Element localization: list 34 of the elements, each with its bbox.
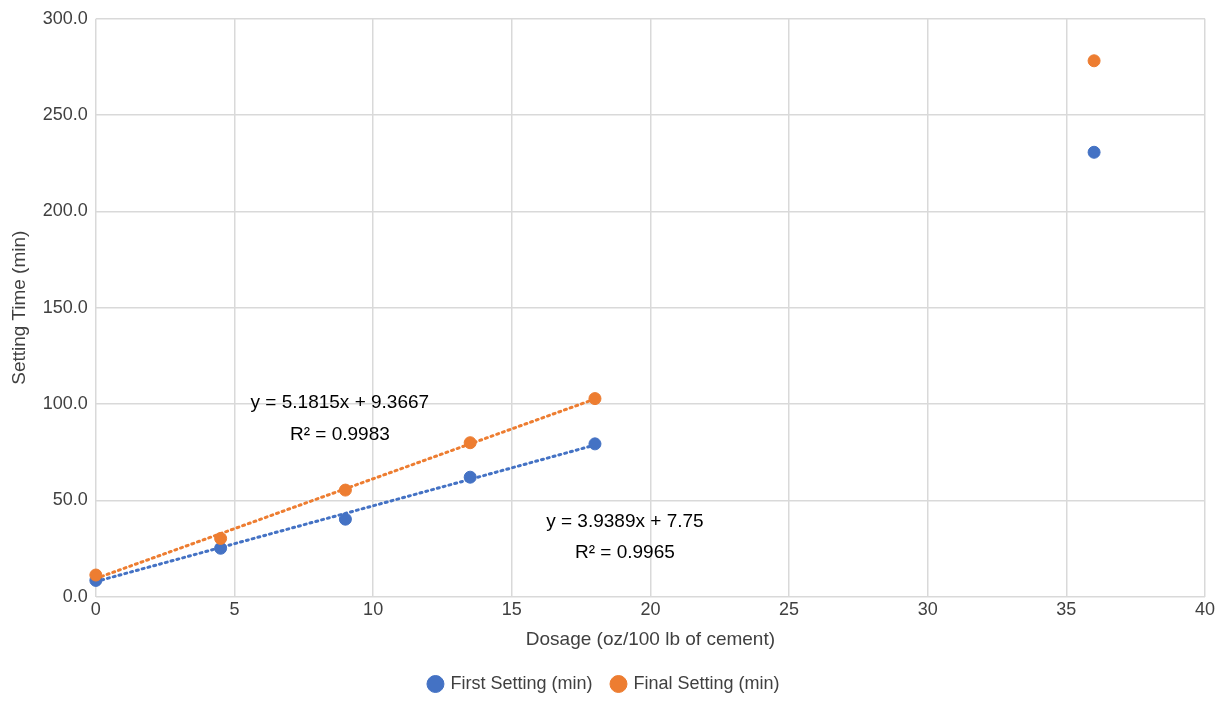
x-axis-title: Dosage (oz/100 lb of cement) [525, 627, 776, 649]
y-tick-label: 150.0 [42, 296, 88, 317]
x-tick-label: 20 [640, 599, 661, 620]
point [214, 531, 228, 545]
x-tick-label: 15 [501, 599, 522, 620]
y-tick-label: 200.0 [42, 200, 88, 221]
point [1087, 145, 1101, 159]
point [338, 512, 352, 526]
point [588, 437, 602, 451]
point [588, 392, 602, 406]
y-axis-title: Setting Time (min) [7, 230, 29, 385]
annotation: R² = 0.9983 [289, 423, 390, 445]
x-tick-label: 30 [917, 599, 938, 620]
annotation: R² = 0.9965 [575, 541, 675, 563]
point [1087, 54, 1101, 68]
point [89, 568, 103, 582]
x-tick-label: 5 [229, 599, 240, 620]
annotation: y = 5.1815x + 9.3667 [250, 391, 430, 413]
x-tick-label: 40 [1194, 599, 1216, 620]
y-tick-label: 0.0 [62, 585, 88, 606]
legend-label: Final Setting (min) [633, 672, 780, 693]
y-tick-label: 300.0 [42, 7, 88, 28]
x-tick-label: 0 [90, 599, 101, 620]
legend-label: First Setting (min) [450, 672, 593, 693]
x-tick-label: 35 [1056, 599, 1077, 620]
x-tick-label: 10 [363, 599, 384, 620]
point [463, 436, 477, 450]
annotation: y = 3.9389x + 7.75 [546, 509, 704, 531]
point [338, 483, 352, 497]
x-tick-label: 25 [779, 599, 800, 620]
y-tick-label: 250.0 [42, 104, 88, 125]
y-tick-label: 100.0 [42, 392, 88, 413]
y-tick-label: 50.0 [52, 489, 88, 510]
point [463, 470, 477, 484]
